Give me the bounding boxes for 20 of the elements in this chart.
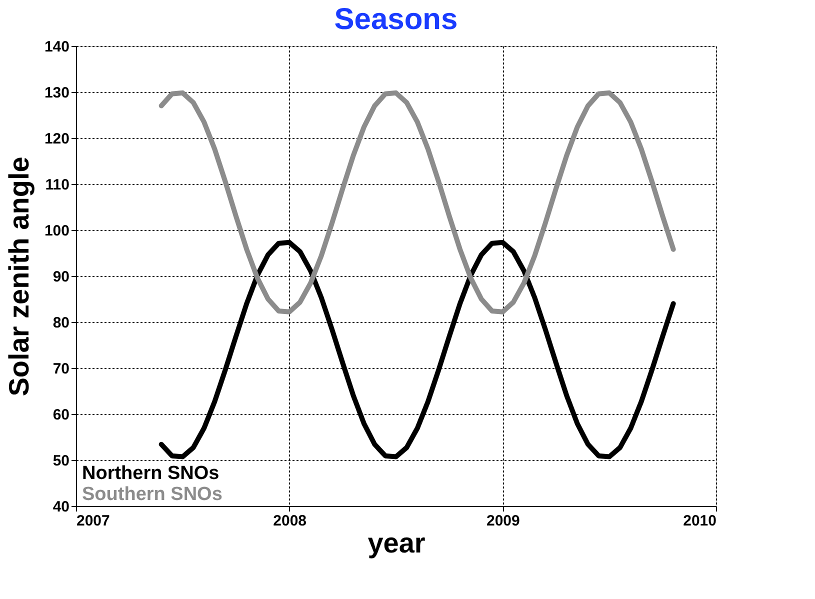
y-tick-label: 40 — [52, 498, 70, 516]
y-tick-label: 110 — [45, 176, 70, 194]
y-tick-label: 60 — [52, 406, 70, 424]
y-tick-label: 80 — [52, 314, 70, 332]
y-tick-label: 100 — [44, 222, 70, 240]
x-tick-label: 2009 — [486, 512, 520, 530]
x-tick-label: 2010 — [683, 512, 716, 530]
y-tick-label: 50 — [52, 452, 70, 470]
x-tick-label: 2007 — [76, 512, 110, 530]
y-tick-label: 90 — [52, 268, 70, 286]
y-tick-label: 140 — [44, 38, 70, 56]
chart-title: Seasons — [334, 3, 458, 36]
y-tick-label: 130 — [44, 84, 70, 102]
y-axis-title: Solar zenith angle — [3, 156, 34, 396]
text: Southern SNOs — [82, 484, 222, 505]
series-label: Northern SNOs — [82, 463, 220, 484]
x-tick-label: 2008 — [273, 512, 307, 530]
x-axis-title: year — [368, 528, 426, 558]
y-tick-label: 70 — [52, 360, 70, 378]
y-tick-label: 120 — [44, 130, 70, 148]
